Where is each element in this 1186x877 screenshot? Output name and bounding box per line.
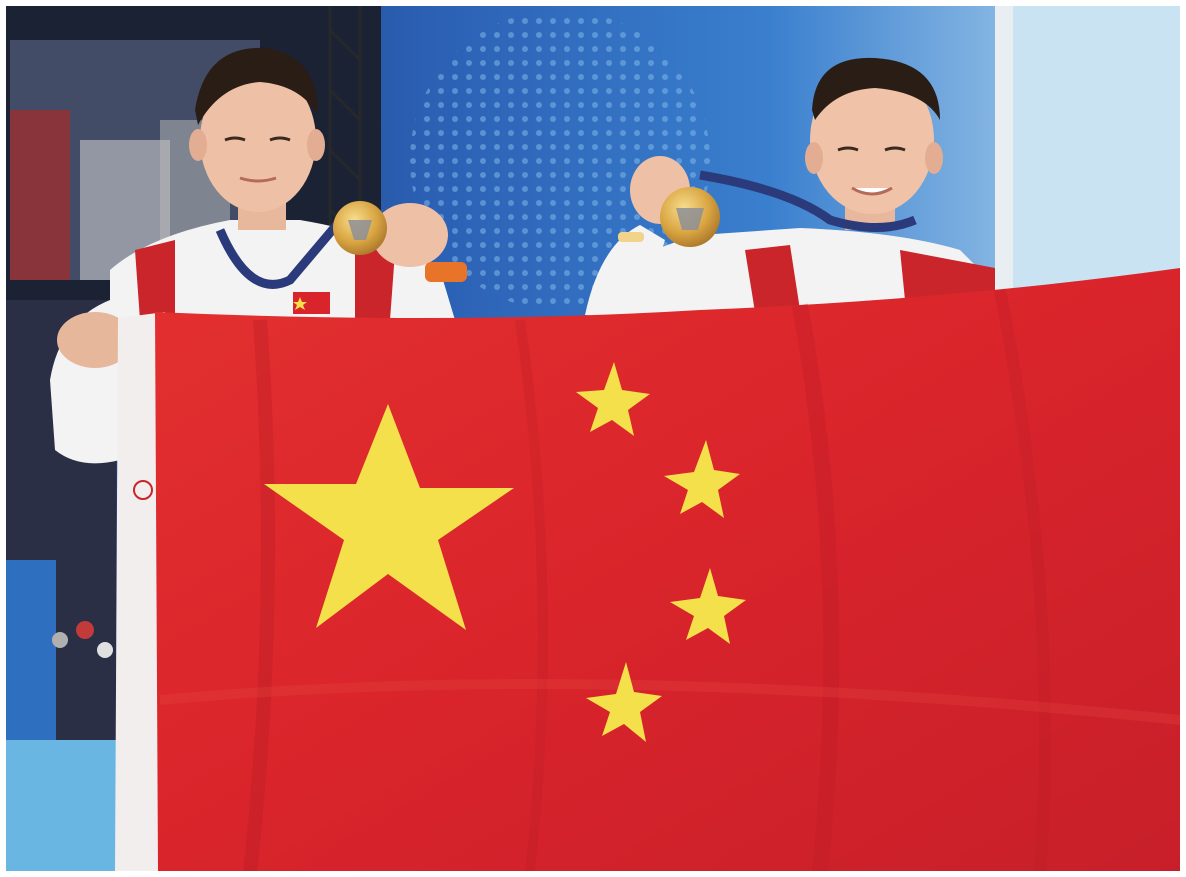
flag-small-star-2	[664, 440, 740, 518]
backdrop-pillar	[995, 6, 1013, 306]
jacket-flag-patch	[293, 292, 330, 314]
athlete-left-face	[200, 68, 316, 212]
flag-hoist-sleeve	[115, 312, 168, 872]
flag-small-star-1	[576, 362, 650, 436]
flag-small-star-3	[670, 568, 746, 644]
flag-big-star	[264, 404, 514, 630]
athlete-right	[585, 57, 1000, 320]
athlete-right-face	[810, 66, 934, 214]
flag-small-star-4	[586, 662, 662, 742]
athlete-left	[50, 47, 467, 464]
national-flag	[115, 268, 1181, 873]
